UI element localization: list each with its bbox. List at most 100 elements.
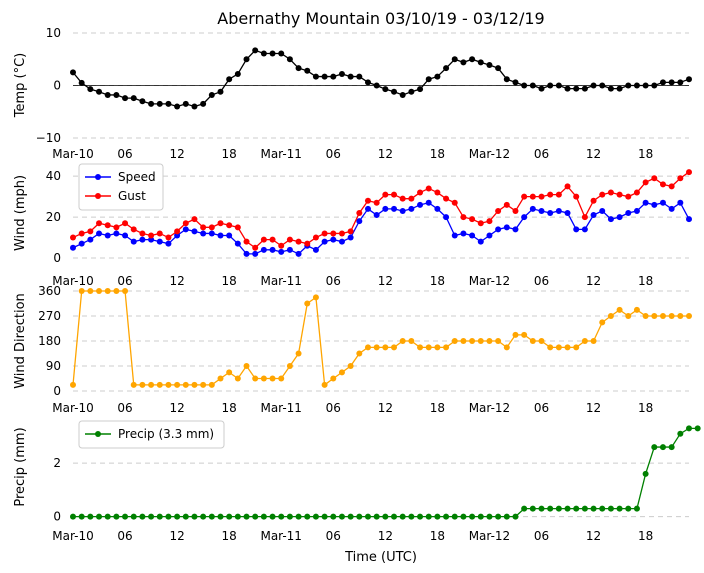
data-point (217, 88, 224, 95)
data-point (625, 505, 632, 512)
data-point (659, 79, 666, 86)
y-tick-label: 40 (46, 169, 61, 183)
data-point (200, 381, 207, 388)
data-point (321, 230, 328, 237)
data-point (434, 189, 441, 196)
data-point (382, 344, 389, 351)
data-point (564, 505, 571, 512)
data-point (573, 226, 580, 233)
data-point (347, 513, 354, 520)
data-point (139, 230, 146, 237)
data-point (356, 350, 363, 357)
data-point (269, 375, 276, 382)
x-tick-label: 18 (638, 529, 653, 543)
data-point (477, 513, 484, 520)
data-point (182, 100, 189, 107)
data-point (356, 513, 363, 520)
data-point (555, 505, 562, 512)
data-point (590, 505, 597, 512)
data-point (130, 238, 137, 245)
data-point (651, 313, 658, 319)
y-tick-label: 0 (53, 510, 61, 524)
data-point (408, 338, 415, 344)
data-point (148, 100, 155, 107)
data-point (269, 236, 276, 243)
data-point (564, 183, 571, 190)
y-axis-label: Precip (mm) (13, 427, 28, 506)
data-point (113, 513, 120, 520)
data-point (356, 210, 363, 216)
data-point (286, 246, 293, 253)
x-tick-label: 12 (378, 529, 393, 543)
data-point (113, 224, 120, 231)
data-point (451, 56, 458, 63)
x-tick-label: 06 (534, 401, 549, 415)
data-point (503, 513, 510, 520)
x-tick-label: 12 (586, 147, 601, 161)
data-point (521, 193, 528, 200)
series-line-direction (72, 290, 689, 387)
x-tick-label: 12 (586, 274, 601, 288)
data-point (581, 85, 588, 92)
data-point (304, 513, 311, 520)
data-point (191, 381, 198, 388)
data-point (104, 232, 111, 239)
data-point (165, 240, 172, 247)
data-point (87, 288, 94, 294)
data-point (182, 220, 189, 227)
data-point (460, 59, 467, 66)
precip-panel: 0 2 Mar-10 06 12 18 Mar-11 06 12 18 Mar-12 06 12 18 Pr… (13, 420, 701, 543)
data-point (391, 191, 398, 198)
data-point (677, 430, 684, 437)
data-point (686, 169, 692, 176)
y-tick-label: 20 (46, 210, 61, 224)
data-point (243, 250, 250, 257)
x-tick-label: 18 (430, 147, 445, 161)
x-tick-label: 06 (326, 529, 341, 543)
x-tick-label: 06 (117, 401, 132, 415)
data-point (130, 381, 137, 388)
y-tick-label: 0 (53, 79, 61, 93)
data-point (391, 344, 398, 351)
data-point (573, 344, 580, 351)
data-point (477, 338, 484, 344)
data-point (642, 179, 649, 186)
x-tick-label: 18 (430, 529, 445, 543)
y-axis-label: Wind Direction (13, 293, 28, 389)
data-point (538, 505, 545, 512)
data-point (382, 205, 389, 212)
data-point (633, 189, 640, 196)
data-point (599, 191, 606, 198)
data-point (200, 100, 207, 107)
data-point (364, 79, 371, 86)
data-point (651, 82, 658, 89)
data-point (642, 199, 649, 206)
data-point (425, 185, 432, 192)
x-tick-label: 18 (430, 274, 445, 288)
data-point (599, 82, 606, 89)
data-point (512, 226, 519, 233)
x-tick-label: 12 (169, 147, 184, 161)
x-tick-label: 12 (169, 274, 184, 288)
data-point (512, 331, 519, 338)
data-point (659, 444, 666, 451)
data-point (529, 205, 536, 212)
data-point (555, 344, 562, 351)
data-point (260, 246, 267, 253)
data-point (443, 195, 450, 202)
data-point (286, 363, 293, 369)
x-tick-label: 06 (117, 147, 132, 161)
data-point (503, 344, 510, 351)
data-point (564, 344, 571, 351)
series-line-gust (72, 171, 690, 249)
data-point (356, 218, 363, 225)
data-point (278, 248, 285, 255)
data-point (616, 306, 623, 313)
data-point (633, 207, 640, 214)
data-point (573, 85, 580, 92)
data-point (364, 205, 371, 212)
data-point (399, 195, 406, 202)
data-point (87, 228, 94, 235)
y-tick-label: −10 (36, 131, 61, 145)
data-point (217, 220, 224, 227)
